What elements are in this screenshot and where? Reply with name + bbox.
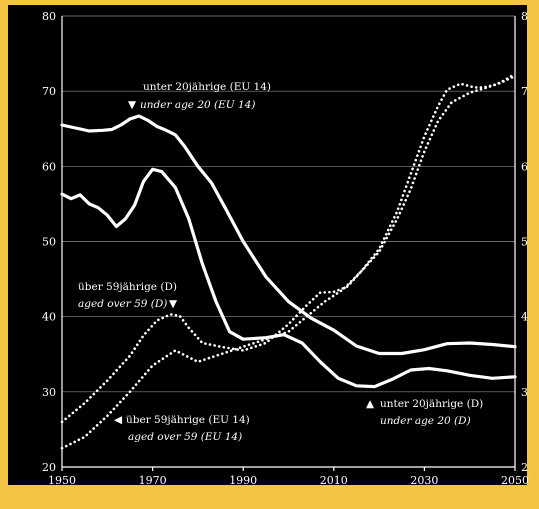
annotation-over59-d-marker: ▼ (169, 298, 178, 310)
right-axis-tick-label: 4 (521, 311, 528, 324)
annotation-under20-eu14-line1: unter 20jährige (EU 14) (143, 81, 271, 93)
y-tick-label: 80 (42, 10, 56, 23)
annotation-under20-d: ▲ unter 20jährige (D) under age 20 (D) (366, 398, 483, 427)
annotation-under20-eu14-marker: ▼ (128, 99, 137, 111)
y-tick-label: 30 (42, 386, 56, 399)
right-axis-tick-label: 3 (521, 386, 528, 399)
series-line-over59-eu14 (60, 72, 517, 450)
annotation-over59-eu14-line2: aged over 59 (EU 14) (128, 431, 242, 443)
x-tick-label: 1970 (139, 474, 167, 487)
annotation-under20-eu14: unter 20jährige (EU 14) ▼ under age 20 (… (128, 81, 271, 111)
tick-labels: 20 2 30 3 40 4 50 5 60 6 70 7 80 8 1950 1970 1990 2010 203… (42, 10, 529, 487)
right-axis-tick-label: 5 (521, 236, 528, 249)
series-layer (60, 72, 517, 450)
right-axis-tick-label: 7 (521, 85, 528, 98)
y-tick-label: 40 (42, 311, 56, 324)
grid (62, 15, 515, 468)
annotation-over59-d-line1: über 59jährige (D) (78, 281, 177, 293)
annotation-under20-d-line1: unter 20jährige (D) (380, 398, 483, 410)
annotation-under20-eu14-line2: under age 20 (EU 14) (140, 99, 255, 111)
x-tick-label: 2050 (501, 474, 529, 487)
x-tick-label: 2010 (320, 474, 348, 487)
right-axis-tick-label: 8 (521, 10, 528, 23)
series-line-under20-eu14 (60, 114, 517, 356)
annotation-under20-d-marker: ▲ (366, 398, 375, 410)
right-axis-tick-label: 2 (521, 461, 528, 474)
y-tick-label: 50 (42, 236, 56, 249)
annotation-over59-eu14-line1: über 59jährige (EU 14) (126, 414, 250, 426)
plot-background (8, 5, 527, 485)
series-line-over59-d (60, 74, 517, 424)
x-tick-label: 1990 (229, 474, 257, 487)
y-tick-label: 60 (42, 160, 56, 173)
annotation-under20-d-line2: under age 20 (D) (380, 415, 471, 427)
annotation-over59-d: über 59jährige (D) aged over 59 (D) ▼ (78, 281, 178, 310)
y-tick-label: 20 (42, 461, 56, 474)
axes (61, 16, 516, 471)
x-tick-label: 2030 (410, 474, 438, 487)
annotation-over59-d-line2: aged over 59 (D) (78, 298, 167, 310)
x-tick-label: 1950 (48, 474, 76, 487)
y-tick-label: 70 (42, 85, 56, 98)
series-line-under20-d (60, 167, 517, 389)
annotation-over59-eu14: ◀ über 59jährige (EU 14) aged over 59 (E… (114, 414, 250, 443)
right-axis-tick-label: 6 (521, 160, 528, 173)
annotation-over59-eu14-marker: ◀ (114, 414, 123, 426)
